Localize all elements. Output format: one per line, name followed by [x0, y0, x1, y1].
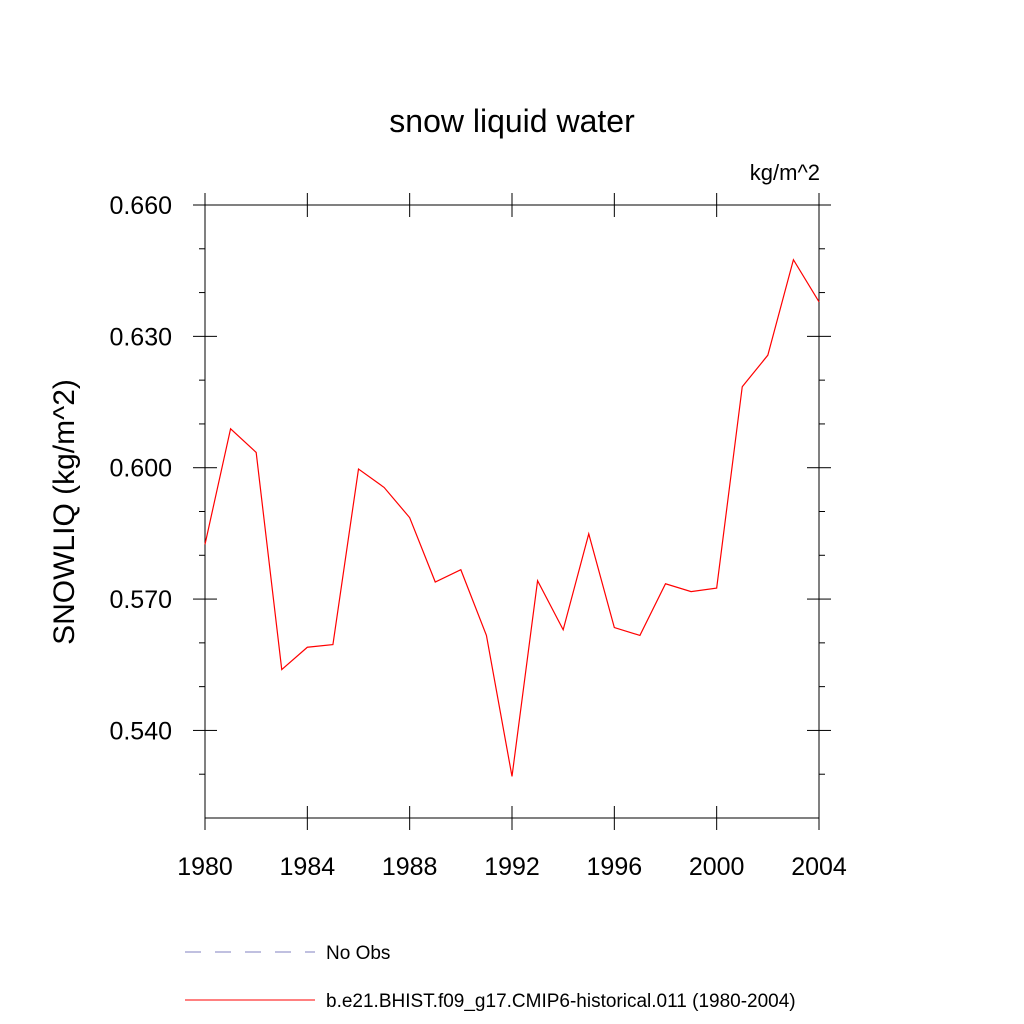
y-tick-label: 0.570 — [109, 586, 172, 614]
y-tick-label: 0.630 — [109, 323, 172, 351]
axis-ticks: 1980 1984 1988 1992 1996 2000 2004 0.540 0.570 0.… — [109, 192, 846, 881]
y-tick-label: 0.540 — [109, 717, 172, 745]
legend-label-0: No Obs — [326, 943, 390, 964]
x-tick-label: 2000 — [689, 853, 745, 881]
series-layer — [204, 258, 820, 777]
x-tick-label: 1992 — [484, 853, 540, 881]
units-label: kg/m^2 — [750, 160, 820, 185]
y-tick-label: 0.600 — [109, 455, 172, 483]
x-tick-label: 1996 — [587, 853, 643, 881]
x-tick-label: 1980 — [177, 853, 233, 881]
chart-title: snow liquid water — [389, 103, 635, 139]
x-tick-label: 1984 — [280, 853, 336, 881]
y-axis-label: SNOWLIQ (kg/m^2) — [48, 379, 81, 645]
x-tick-label: 1988 — [382, 853, 438, 881]
y-tick-label: 0.660 — [109, 192, 172, 220]
series-line-1 — [204, 258, 820, 777]
x-tick-label: 2004 — [791, 853, 847, 881]
legend-label-1: b.e21.BHIST.f09_g17.CMIP6-historical.011… — [326, 991, 796, 1012]
legend: No Obs b.e21.BHIST.f09_g17.CMIP6-historic… — [185, 943, 796, 1012]
